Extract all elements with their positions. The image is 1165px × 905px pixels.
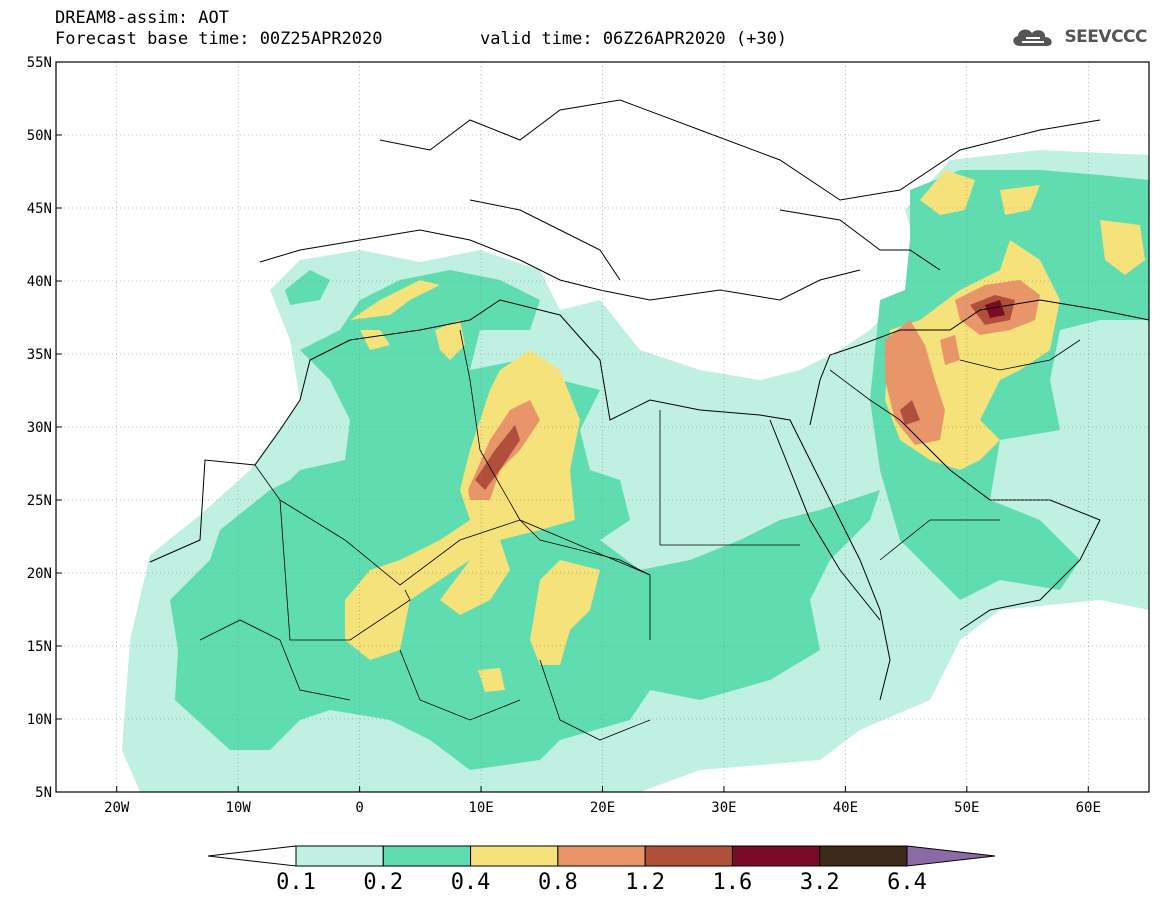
colorbar — [207, 845, 996, 867]
cloud-icon — [1013, 29, 1053, 46]
lat-label: 45N — [27, 201, 52, 217]
lon-label: 50E — [954, 800, 979, 816]
lat-label: 55N — [27, 55, 52, 71]
country-borders — [199, 329, 1081, 741]
colorbar-level-label: 0.8 — [537, 870, 578, 895]
lon-label: 20E — [590, 800, 615, 816]
lon-label: 20W — [104, 800, 130, 816]
lat-label: 30N — [27, 420, 52, 436]
colorbar-box — [470, 845, 559, 867]
logo-text: SEEVCCC — [1064, 27, 1147, 47]
forecast-base-time: Forecast base time: 00Z25APR2020 — [55, 29, 383, 49]
colorbar-box — [295, 845, 384, 867]
latitude-labels: 5N 10N 15N 20N 25N 30N 35N 40N 45N 50N 55N — [27, 55, 52, 801]
lat-label: 35N — [27, 347, 52, 363]
lat-label: 5N — [35, 785, 52, 801]
aot-level-1.6 — [985, 300, 1005, 318]
lon-label: 10W — [226, 800, 252, 816]
lon-label: 40E — [833, 800, 858, 816]
colorbar-max-arrow — [906, 845, 996, 867]
colorbar-level-label: 3.2 — [799, 870, 840, 895]
lat-label: 15N — [27, 639, 52, 655]
lat-label: 25N — [27, 493, 52, 509]
chart-title: DREAM8-assim: AOT — [55, 8, 229, 28]
title-block: DREAM8-assim: AOT Forecast base time: 00… — [55, 8, 383, 50]
lat-label: 10N — [27, 712, 52, 728]
colorbar-level-label: 0.1 — [276, 870, 316, 895]
colorbar-min-arrow — [207, 845, 297, 867]
lon-label: 60E — [1076, 800, 1101, 816]
seevccc-logo: SEEVCCC — [1008, 24, 1147, 50]
longitude-labels: 20W 10W 0 10E 20E 30E 40E 50E 60E — [104, 800, 1101, 816]
colorbar-box — [819, 845, 908, 867]
aot-contours — [122, 150, 1149, 792]
valid-time: valid time: 06Z26APR2020 (+30) — [480, 29, 788, 49]
coastlines — [149, 99, 1149, 701]
lat-label: 40N — [27, 274, 52, 290]
lat-label: 20N — [27, 566, 52, 582]
colorbar-box — [557, 845, 646, 867]
colorbar-box — [382, 845, 472, 867]
colorbar-level-label: 6.4 — [887, 870, 927, 895]
lon-label: 0 — [355, 800, 363, 816]
lon-label: 10E — [468, 800, 493, 816]
colorbar-box — [731, 845, 821, 867]
colorbar-level-label: 1.2 — [625, 870, 666, 895]
colorbar-box — [644, 845, 733, 867]
colorbar-level-label: 0.4 — [450, 870, 491, 895]
grid-lines — [56, 62, 1149, 792]
colorbar-level-label: 1.6 — [712, 870, 753, 895]
colorbar-level-label: 0.2 — [363, 870, 404, 895]
lon-label: 30E — [711, 800, 736, 816]
lat-label: 50N — [27, 128, 52, 144]
axis-ticks — [56, 61, 1089, 793]
